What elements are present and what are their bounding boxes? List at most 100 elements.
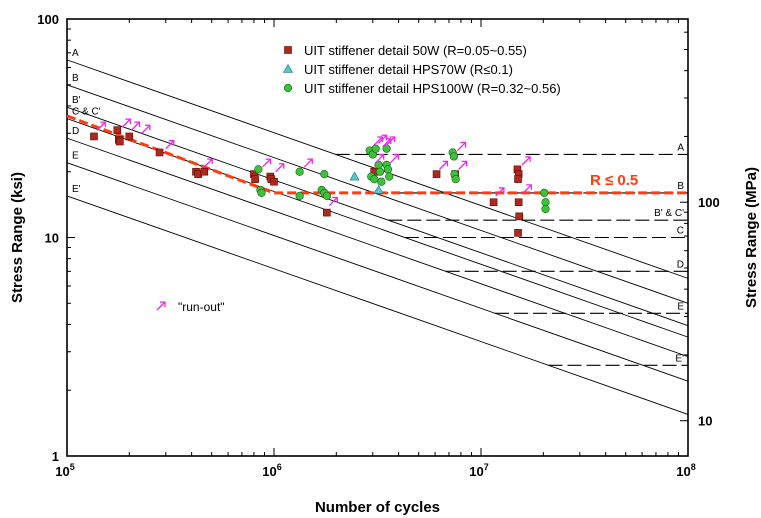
x-axis-title: Number of cycles — [315, 499, 440, 516]
fit-line-label: R ≤ 0.5 — [590, 172, 638, 189]
fit-line — [66, 114, 688, 195]
data-point-series-2 — [373, 184, 384, 194]
data-point-series-1 — [270, 177, 278, 186]
runout-marker — [262, 158, 272, 168]
category-label-left: B — [72, 73, 79, 84]
runout-markers — [96, 118, 532, 207]
runout-legend-icon — [156, 301, 166, 311]
runout-head — [134, 121, 141, 128]
runout-shaft — [275, 163, 285, 173]
cafl-label: A — [677, 142, 684, 153]
axes-layer — [66, 18, 689, 457]
legend-label-2: UIT stiffener detail HPS70W (R≤0.1) — [304, 62, 513, 77]
fit-line-layer — [66, 114, 688, 195]
data-point-series-3 — [370, 175, 379, 184]
runout-shaft — [495, 187, 505, 197]
data-point-series-1 — [125, 132, 134, 141]
runout-head — [207, 158, 213, 165]
data-point-series-3 — [320, 170, 329, 179]
data-point-series-1 — [514, 175, 522, 183]
cafl-label: E' — [675, 353, 684, 364]
runout-head — [526, 184, 532, 190]
runout-head — [168, 140, 175, 146]
runout-shaft — [375, 154, 385, 164]
runout-shaft — [96, 121, 106, 131]
data-point-series-1 — [514, 229, 522, 237]
data-points — [90, 126, 550, 237]
runout-marker — [328, 196, 338, 207]
runout-shaft — [262, 158, 271, 168]
runout-marker — [522, 184, 532, 194]
y2-tick-label: 10 — [698, 414, 712, 429]
runout-head — [460, 141, 467, 148]
runout-shaft — [522, 184, 532, 194]
cafl-label: B' & C' — [654, 208, 684, 219]
category-line — [66, 84, 689, 304]
data-point-series-1 — [116, 137, 124, 146]
runout-shaft — [121, 118, 131, 128]
runout-head — [100, 121, 106, 128]
data-point-series-3 — [385, 172, 394, 181]
runout-marker — [375, 154, 385, 164]
data-point-series-3 — [541, 198, 550, 207]
category-label-left: A — [72, 48, 79, 59]
runout-marker — [203, 158, 213, 168]
runout-head — [461, 160, 468, 167]
runout-shaft — [303, 158, 313, 168]
runout-head — [385, 138, 392, 144]
y-axis-title: Stress Range (ksi) — [9, 172, 26, 303]
cafl-label: E — [677, 301, 684, 312]
runout-head — [144, 124, 151, 131]
legend-label-1: UIT stiffener detail 50W (R=0.05~0.55) — [304, 43, 527, 58]
y2-tick-label: 100 — [698, 195, 720, 210]
data-point-series-3 — [383, 165, 392, 174]
y-tick-label: 1 — [52, 449, 59, 464]
cafl-lines — [335, 153, 688, 366]
data-point-series-1 — [514, 198, 523, 207]
runout-marker — [521, 156, 531, 166]
runout-head — [307, 158, 313, 165]
data-point-series-1 — [155, 148, 164, 157]
category-label-left: E — [72, 151, 79, 162]
data-point-series-3 — [322, 191, 331, 201]
runout-head — [278, 163, 285, 169]
data-point-series-2 — [349, 171, 360, 181]
data-point-series-3 — [295, 167, 304, 176]
runout-head — [265, 158, 272, 165]
y-tick-label: 100 — [37, 12, 59, 27]
data-point-series-3 — [377, 177, 386, 186]
runout-head — [498, 187, 505, 193]
category-line — [66, 137, 689, 358]
legend-marker-2 — [282, 63, 294, 73]
runout-head — [525, 156, 531, 162]
runout-legend-label: "run-out" — [178, 300, 225, 314]
data-point-series-1 — [489, 198, 498, 207]
data-point-series-3 — [371, 144, 380, 153]
data-point-series-3 — [295, 191, 304, 201]
x-tick-label: 107 — [469, 462, 488, 479]
cafl-label: B — [677, 181, 684, 192]
runout-shaft — [203, 158, 213, 168]
category-lines — [66, 59, 689, 415]
runout-marker — [121, 118, 131, 128]
category-line — [66, 106, 689, 327]
runout-shaft — [457, 142, 466, 152]
runout-shaft — [439, 160, 448, 170]
runout-marker — [275, 163, 285, 173]
runout-marker — [495, 187, 505, 197]
x-tick-label: 106 — [262, 462, 281, 479]
y2-axis-title: Stress Range (MPa) — [743, 167, 760, 308]
data-point-series-3 — [451, 175, 460, 184]
data-point-series-3 — [449, 152, 459, 161]
data-point-series-1 — [323, 208, 331, 217]
runout-head — [389, 136, 396, 143]
data-point-series-1 — [200, 167, 208, 176]
runout-shaft — [378, 134, 388, 144]
runout-marker — [458, 160, 468, 170]
data-point-series-3 — [541, 204, 550, 214]
x-tick-label: 108 — [676, 462, 695, 479]
runout-marker — [165, 140, 175, 150]
y-tick-label: 10 — [45, 231, 59, 246]
runout-head — [332, 196, 338, 203]
legend-marker-3 — [283, 83, 293, 93]
